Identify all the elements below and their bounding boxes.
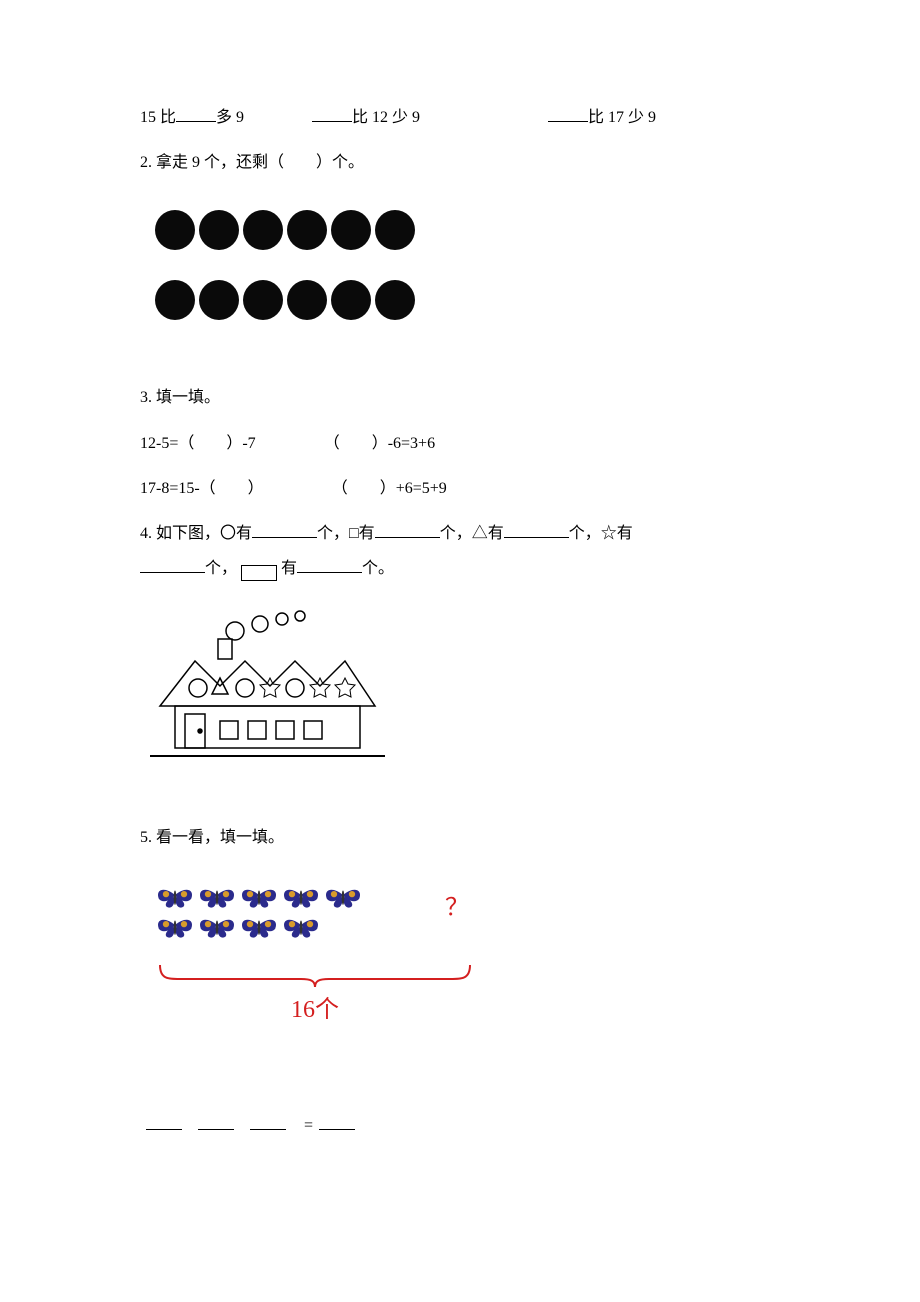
q4-suffix: 个。 bbox=[362, 560, 394, 577]
q1-part2-b: 比 12 少 9 bbox=[352, 109, 420, 126]
q5-eq-blank3 bbox=[250, 1114, 286, 1130]
q3-eq1a: 12-5=（ ）-7 bbox=[140, 435, 256, 452]
q4-prefix: 4. 如下图，〇有 bbox=[140, 525, 252, 542]
q5-label: 5. 看一看，填一填。 bbox=[140, 820, 780, 855]
q4-blank4 bbox=[140, 557, 205, 573]
rectangle-icon bbox=[241, 565, 277, 581]
q5-butterfly-figure: ？ 16个 bbox=[150, 875, 780, 1078]
q1-blank1 bbox=[176, 106, 216, 122]
svg-text:16个: 16个 bbox=[291, 996, 339, 1023]
q1-part1-a: 15 比 bbox=[140, 109, 176, 126]
q4-mid5: 有 bbox=[281, 560, 297, 577]
q2-label: 2. 拿走 9 个，还剩（ ）个。 bbox=[140, 145, 780, 180]
svg-text:？: ？ bbox=[445, 895, 469, 921]
q3-eq2a: 17-8=15-（ ） bbox=[140, 480, 264, 497]
q1-line: 15 比 多 9 比 12 少 9 比 17 少 9 bbox=[140, 100, 780, 135]
q4-house-figure bbox=[140, 606, 780, 789]
q4-mid3: 个，☆有 bbox=[569, 525, 633, 542]
q4-line: 4. 如下图，〇有 个，□有 个，△有 个，☆有 个， 有 个。 bbox=[140, 516, 780, 586]
q3-row2: 17-8=15-（ ） （ ）+6=5+9 bbox=[140, 471, 780, 506]
q5-eq-blank2 bbox=[198, 1114, 234, 1130]
q5-equation: = bbox=[140, 1108, 780, 1143]
q3-eq2b: （ ）+6=5+9 bbox=[332, 480, 447, 497]
q3-eq1b: （ ）-6=3+6 bbox=[324, 435, 435, 452]
q3-row1: 12-5=（ ）-7 （ ）-6=3+6 bbox=[140, 426, 780, 461]
q4-mid4: 个， bbox=[205, 560, 237, 577]
q1-part3-b: 比 17 少 9 bbox=[588, 109, 656, 126]
q4-mid1: 个，□有 bbox=[317, 525, 375, 542]
q5-eq-blank1 bbox=[146, 1114, 182, 1130]
q1-blank2 bbox=[312, 106, 352, 122]
q5-eq-equals: = bbox=[304, 1117, 313, 1134]
q4-blank5 bbox=[297, 557, 362, 573]
q4-blank3 bbox=[504, 522, 569, 538]
q4-mid2: 个，△有 bbox=[440, 525, 504, 542]
q5-eq-blank4 bbox=[319, 1114, 355, 1130]
q2-dots-figure bbox=[150, 200, 780, 350]
q4-blank2 bbox=[375, 522, 440, 538]
dots-svg bbox=[150, 200, 450, 350]
q4-blank1 bbox=[252, 522, 317, 538]
q1-blank3 bbox=[548, 106, 588, 122]
q1-part1-b: 多 9 bbox=[216, 109, 244, 126]
house-svg bbox=[140, 606, 400, 776]
q3-label: 3. 填一填。 bbox=[140, 380, 780, 415]
butterfly-svg: ？ 16个 bbox=[150, 875, 510, 1065]
